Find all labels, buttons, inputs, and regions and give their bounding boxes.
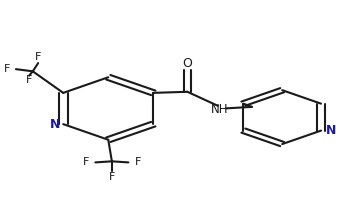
Text: F: F	[4, 64, 10, 74]
Text: O: O	[183, 57, 192, 70]
Text: F: F	[109, 172, 115, 182]
Text: F: F	[35, 52, 41, 62]
Text: NH: NH	[211, 103, 228, 116]
Text: N: N	[326, 124, 336, 137]
Text: F: F	[83, 157, 89, 167]
Text: F: F	[135, 157, 141, 167]
Text: N: N	[50, 118, 60, 131]
Text: F: F	[26, 75, 32, 85]
